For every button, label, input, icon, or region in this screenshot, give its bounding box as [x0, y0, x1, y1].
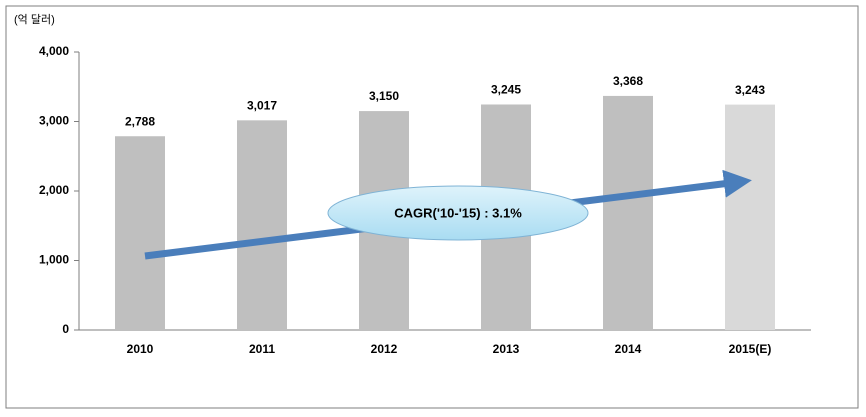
x-tick-label: 2012 — [371, 342, 398, 356]
y-tick-label: 4,000 — [39, 44, 69, 58]
y-tick-label: 1,000 — [39, 253, 69, 267]
value-label: 2,788 — [125, 114, 155, 128]
bar — [603, 95, 653, 330]
annotation: CAGR('10-'15) : 3.1% — [394, 205, 522, 220]
y-axis-label: (억 달러) — [14, 13, 55, 26]
y-tick-label: 0 — [62, 322, 69, 336]
y-tick-label: 2,000 — [39, 183, 69, 197]
y-tick-label: 3,000 — [39, 114, 69, 128]
chart-frame — [5, 5, 859, 409]
x-tick-label: 2011 — [249, 342, 275, 356]
x-tick-label: 2015(E) — [729, 342, 772, 356]
x-tick-label: 2014 — [615, 342, 642, 356]
x-tick-label: 2010 — [127, 342, 154, 356]
annotation-bubble — [327, 185, 589, 241]
bar — [237, 120, 287, 330]
bar — [115, 136, 165, 330]
value-label: 3,017 — [247, 98, 277, 112]
value-label: 3,245 — [491, 83, 521, 97]
bar — [725, 104, 775, 330]
value-label: 3,150 — [369, 89, 399, 103]
x-tick-label: 2013 — [493, 342, 520, 356]
value-label: 3,243 — [735, 83, 765, 97]
value-label: 3,368 — [613, 74, 643, 88]
